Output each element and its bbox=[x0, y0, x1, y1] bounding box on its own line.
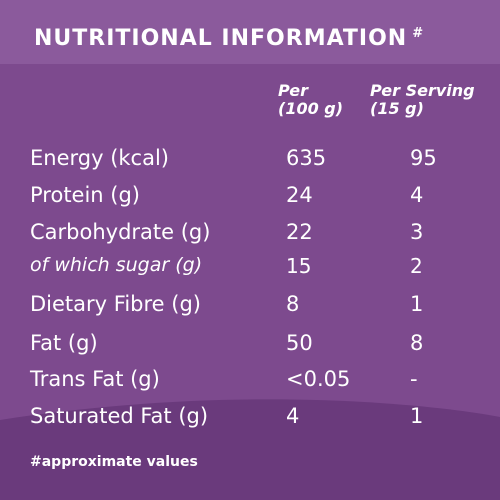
column-header-per-serving: Per Serving (15 g) bbox=[370, 82, 475, 118]
row-value-per-100g: <0.05 bbox=[286, 367, 351, 391]
row-value-per-serving: 95 bbox=[410, 146, 437, 170]
row-value-per-100g: 50 bbox=[286, 331, 313, 355]
footnote: #approximate values bbox=[30, 454, 198, 470]
row-label: Trans Fat (g) bbox=[30, 367, 160, 391]
panel-title: NUTRITIONAL INFORMATION # bbox=[34, 26, 424, 51]
column-header-per-100g-line2: (100 g) bbox=[278, 99, 344, 118]
table-row-fat: Fat (g) 50 8 bbox=[30, 331, 490, 365]
row-value-per-100g: 22 bbox=[286, 220, 313, 244]
row-value-per-100g: 15 bbox=[286, 254, 312, 278]
table-row-saturated-fat: Saturated Fat (g) 4 1 bbox=[30, 404, 490, 438]
row-value-per-100g: 635 bbox=[286, 146, 327, 170]
row-value-per-100g: 8 bbox=[286, 292, 300, 316]
column-header-per-serving-line2: (15 g) bbox=[370, 99, 424, 118]
row-value-per-serving: 2 bbox=[410, 254, 423, 278]
row-value-per-serving: 3 bbox=[410, 220, 424, 244]
row-value-per-serving: 4 bbox=[410, 183, 424, 207]
panel-title-mark: # bbox=[412, 26, 425, 41]
row-value-per-serving: 1 bbox=[410, 404, 424, 428]
row-label: Protein (g) bbox=[30, 183, 141, 207]
row-label: Fat (g) bbox=[30, 331, 98, 355]
row-value-per-serving: 8 bbox=[410, 331, 424, 355]
table-row-energy: Energy (kcal) 635 95 bbox=[30, 146, 490, 180]
panel-title-text: NUTRITIONAL INFORMATION bbox=[34, 26, 408, 51]
row-value-per-serving: - bbox=[410, 367, 418, 391]
table-row-sugar: of which sugar (g) 15 2 bbox=[30, 254, 490, 288]
table-row-dietary-fibre: Dietary Fibre (g) 8 1 bbox=[30, 292, 490, 326]
row-value-per-100g: 4 bbox=[286, 404, 300, 428]
row-label: Carbohydrate (g) bbox=[30, 220, 211, 244]
row-value-per-serving: 1 bbox=[410, 292, 424, 316]
column-header-per-100g-line1: Per bbox=[278, 81, 309, 100]
background-wave bbox=[0, 399, 500, 500]
header-band bbox=[0, 0, 500, 64]
row-label: Energy (kcal) bbox=[30, 146, 169, 170]
table-row-trans-fat: Trans Fat (g) <0.05 - bbox=[30, 367, 490, 401]
table-row-carbohydrate: Carbohydrate (g) 22 3 bbox=[30, 220, 490, 254]
row-label: Dietary Fibre (g) bbox=[30, 292, 201, 316]
column-header-per-100g: Per (100 g) bbox=[278, 82, 343, 118]
row-value-per-100g: 24 bbox=[286, 183, 313, 207]
table-row-protein: Protein (g) 24 4 bbox=[30, 183, 490, 217]
row-label: Saturated Fat (g) bbox=[30, 404, 209, 428]
row-label: of which sugar (g) bbox=[30, 254, 203, 276]
column-header-per-serving-line1: Per Serving bbox=[370, 81, 475, 100]
